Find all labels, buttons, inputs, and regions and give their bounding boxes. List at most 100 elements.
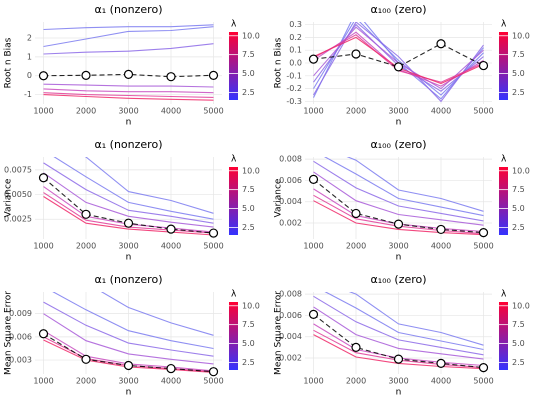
y-tick-label: -1 [24, 90, 32, 99]
y-tick-label: 0.009 [9, 309, 32, 318]
x-tick-label: 2000 [76, 377, 96, 386]
colorbar-title: λ [231, 20, 237, 30]
series-line [43, 92, 214, 98]
colorbar-tick-label: 5.0 [512, 204, 525, 213]
y-tick-label: 0.003 [9, 356, 32, 365]
x-tick-label: 3000 [118, 107, 138, 116]
x-axis-label: n [396, 253, 402, 263]
point [166, 224, 176, 234]
series-line [324, 292, 484, 351]
y-tick-label: 0.004 [279, 332, 302, 341]
colorbar-title: λ [501, 155, 507, 165]
x-axis-label: n [396, 118, 402, 128]
x-tick-label: 5000 [203, 107, 223, 116]
series-line [313, 200, 484, 236]
y-tick-label: 0.002 [279, 219, 302, 228]
series-line [43, 301, 214, 357]
colorbar-tick-label: 2.5 [512, 88, 525, 97]
point [478, 228, 489, 238]
y-tick-label: -0.3 [286, 97, 302, 106]
series-line [313, 295, 484, 356]
point [208, 228, 219, 238]
colorbar-tick-label: 10.0 [512, 301, 530, 310]
plot-area [313, 157, 484, 236]
point [436, 224, 446, 235]
y-tick-label: 0.006 [279, 311, 302, 320]
colorbar-tick-label: 7.5 [512, 50, 525, 59]
panel: 0.002 0.004 0.006 0.008 1000 2000 3000 4000 5000… [274, 273, 530, 398]
x-tick-label: 5000 [473, 377, 493, 386]
y-tick-label: 0.2 [289, 33, 302, 42]
colorbar-tick-label: 5.0 [512, 339, 525, 348]
point [478, 60, 489, 71]
colorbar [229, 32, 238, 100]
x-tick-label: 4000 [431, 377, 451, 386]
colorbar [499, 32, 508, 100]
chart-title: α₁ (nonzero) [95, 3, 163, 16]
y-tick-label: 0.008 [279, 155, 302, 164]
x-tick-label: 5000 [203, 377, 223, 386]
point [393, 219, 404, 229]
chart-title: α₁ (nonzero) [95, 138, 163, 151]
point [436, 39, 446, 49]
y-axis-label: Root n Bias [4, 37, 14, 88]
panel: 0.003 0.006 0.009 1000 2000 3000 4000 5000 α₁ (n… [4, 273, 260, 398]
series-line [43, 162, 214, 224]
y-tick-label: 1 [27, 52, 32, 61]
point [436, 358, 446, 368]
point [351, 208, 361, 219]
point [208, 367, 219, 377]
y-tick-label: 0.0 [289, 59, 302, 68]
y-axis-label: Variance [4, 178, 14, 217]
series-line [313, 43, 484, 68]
colorbar-tick-label: 5.0 [242, 339, 255, 348]
series-line [313, 160, 484, 222]
y-tick-label: 0.002 [279, 354, 302, 363]
x-tick-label: 1000 [33, 377, 53, 386]
colorbar-tick-label: 10.0 [242, 166, 260, 175]
colorbar-tick-label: 7.5 [242, 50, 255, 59]
series-line [52, 292, 214, 350]
point [166, 363, 176, 374]
y-tick-label: 0.0050 [4, 190, 32, 199]
series-line [313, 22, 484, 103]
colorbar-tick-label: 7.5 [512, 185, 525, 194]
series-line [43, 94, 214, 101]
series-line [43, 88, 214, 94]
x-tick-label: 3000 [388, 242, 408, 251]
colorbar-title: λ [501, 290, 507, 300]
colorbar-tick-label: 10.0 [512, 166, 530, 175]
point [393, 354, 404, 364]
colorbar-tick-label: 2.5 [512, 223, 525, 232]
y-tick-label: 0.006 [9, 332, 32, 341]
plot-area [313, 292, 484, 370]
x-tick-label: 4000 [161, 377, 181, 386]
series-line [43, 313, 214, 365]
x-tick-label: 4000 [161, 242, 181, 251]
panel: -0.3 -0.2 -0.1 0.0 0.1 0.2 0.3 1000 2000 3000 4000… [274, 3, 530, 128]
x-axis-label: n [126, 253, 132, 263]
y-tick-label: 0.0075 [4, 165, 32, 174]
x-tick-label: 2000 [76, 242, 96, 251]
y-tick-label: 0.1 [289, 46, 302, 55]
x-tick-label: 1000 [33, 242, 53, 251]
point [208, 70, 219, 80]
series-line [43, 24, 214, 31]
point [123, 218, 134, 228]
series-line [43, 43, 214, 55]
colorbar-tick-label: 2.5 [242, 223, 255, 232]
series-line [84, 157, 214, 214]
x-tick-label: 2000 [346, 242, 366, 251]
point [166, 72, 176, 82]
point [123, 360, 134, 371]
y-tick-label: 0.3 [289, 20, 302, 29]
x-tick-label: 2000 [346, 377, 366, 386]
y-tick-label: 0.006 [279, 176, 302, 185]
point [81, 209, 91, 219]
panel: 0.0025 0.0050 0.0075 1000 2000 3000 4000 5000 α₁… [4, 138, 260, 263]
colorbar-tick-label: 5.0 [512, 69, 525, 78]
series-line [43, 73, 214, 78]
x-tick-label: 3000 [388, 377, 408, 386]
y-tick-label: 2 [27, 34, 32, 43]
